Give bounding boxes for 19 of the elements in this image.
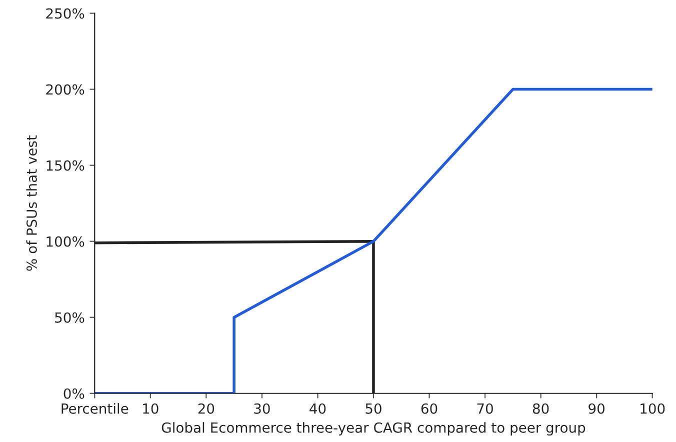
y-tick-label: 250% — [46, 8, 84, 19]
y-tick-label: 0% — [64, 388, 84, 399]
x-tick-label: Percentile — [62, 403, 128, 414]
x-axis-title: Global Ecommerce three-year CAGR compared to peer group — [162, 422, 586, 436]
y-tick-label: 50% — [55, 312, 84, 323]
y-axis-title: % of PSUs that vest — [26, 135, 37, 271]
y-tick-label: 150% — [46, 160, 84, 171]
y-tick-label: 200% — [46, 84, 84, 95]
x-tick-label: 100 — [640, 403, 665, 414]
x-tick-label: 90 — [588, 403, 604, 414]
x-tick-label: 80 — [532, 403, 549, 414]
x-tick-label: 30 — [254, 403, 270, 414]
x-tick-label: 50 — [366, 403, 382, 414]
x-tick-label: 60 — [421, 403, 438, 414]
x-tick-label: 20 — [198, 403, 214, 414]
y-tick-label: 100% — [46, 236, 84, 247]
x-tick-label: 70 — [477, 403, 493, 414]
x-tick-label: 10 — [143, 403, 158, 414]
x-tick-label: 40 — [310, 403, 326, 414]
